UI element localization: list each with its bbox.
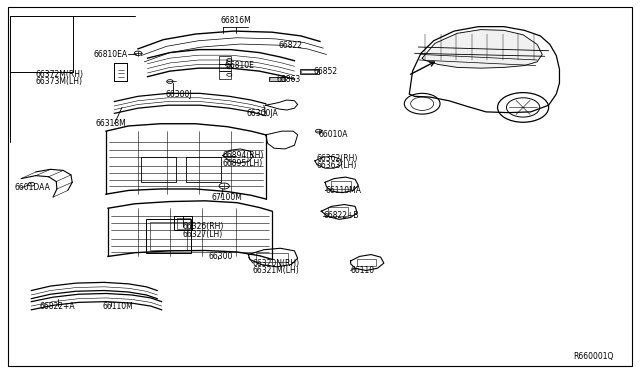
Text: 66822+B: 66822+B xyxy=(323,211,358,220)
Circle shape xyxy=(497,93,548,122)
Bar xyxy=(147,219,191,253)
Text: 66372M(RH): 66372M(RH) xyxy=(36,70,84,78)
Text: 66894(RH): 66894(RH) xyxy=(223,151,264,160)
Text: 66300JA: 66300JA xyxy=(246,109,278,118)
Text: 66110M: 66110M xyxy=(103,302,134,311)
Text: 66810E: 66810E xyxy=(225,61,254,70)
Text: 66362(RH): 66362(RH) xyxy=(317,154,358,163)
Text: 66326(RH): 66326(RH) xyxy=(182,222,224,231)
Text: 66816M: 66816M xyxy=(220,16,251,25)
Text: 66320N(RH): 66320N(RH) xyxy=(253,259,300,267)
Text: 66373M(LH): 66373M(LH) xyxy=(36,77,83,86)
Text: 66318M: 66318M xyxy=(95,119,126,128)
Bar xyxy=(328,208,348,216)
Text: 66110MA: 66110MA xyxy=(325,186,361,195)
Bar xyxy=(357,259,376,266)
Text: 6601DAA: 6601DAA xyxy=(15,183,51,192)
Text: 66822: 66822 xyxy=(278,41,303,51)
Bar xyxy=(219,71,230,78)
Text: 66327(LH): 66327(LH) xyxy=(182,230,223,239)
Bar xyxy=(150,222,187,250)
Bar xyxy=(219,56,230,64)
Polygon shape xyxy=(422,30,542,68)
Text: 66110: 66110 xyxy=(351,266,375,275)
Text: R660001Q: R660001Q xyxy=(573,352,614,361)
Text: 66895(LH): 66895(LH) xyxy=(223,158,263,167)
Text: 66321M(LH): 66321M(LH) xyxy=(253,266,300,275)
Text: 66810EA: 66810EA xyxy=(93,50,127,59)
Bar xyxy=(186,157,221,182)
Text: 66852: 66852 xyxy=(314,67,338,76)
Bar xyxy=(219,64,230,71)
Bar xyxy=(177,218,189,229)
Text: 67100M: 67100M xyxy=(211,193,243,202)
Text: 66300: 66300 xyxy=(208,252,232,261)
Text: 66822+A: 66822+A xyxy=(39,302,75,311)
Bar xyxy=(270,78,284,80)
Text: 66863: 66863 xyxy=(276,75,301,84)
Bar xyxy=(174,217,192,231)
Bar xyxy=(141,157,176,182)
Bar xyxy=(256,253,288,262)
Bar xyxy=(269,77,285,81)
Bar xyxy=(332,181,351,189)
Text: 66300J: 66300J xyxy=(166,90,192,99)
Bar xyxy=(300,69,319,74)
Text: 66010A: 66010A xyxy=(319,129,348,139)
Text: 66363(LH): 66363(LH) xyxy=(317,161,357,170)
Circle shape xyxy=(404,93,440,114)
Bar xyxy=(301,70,317,73)
